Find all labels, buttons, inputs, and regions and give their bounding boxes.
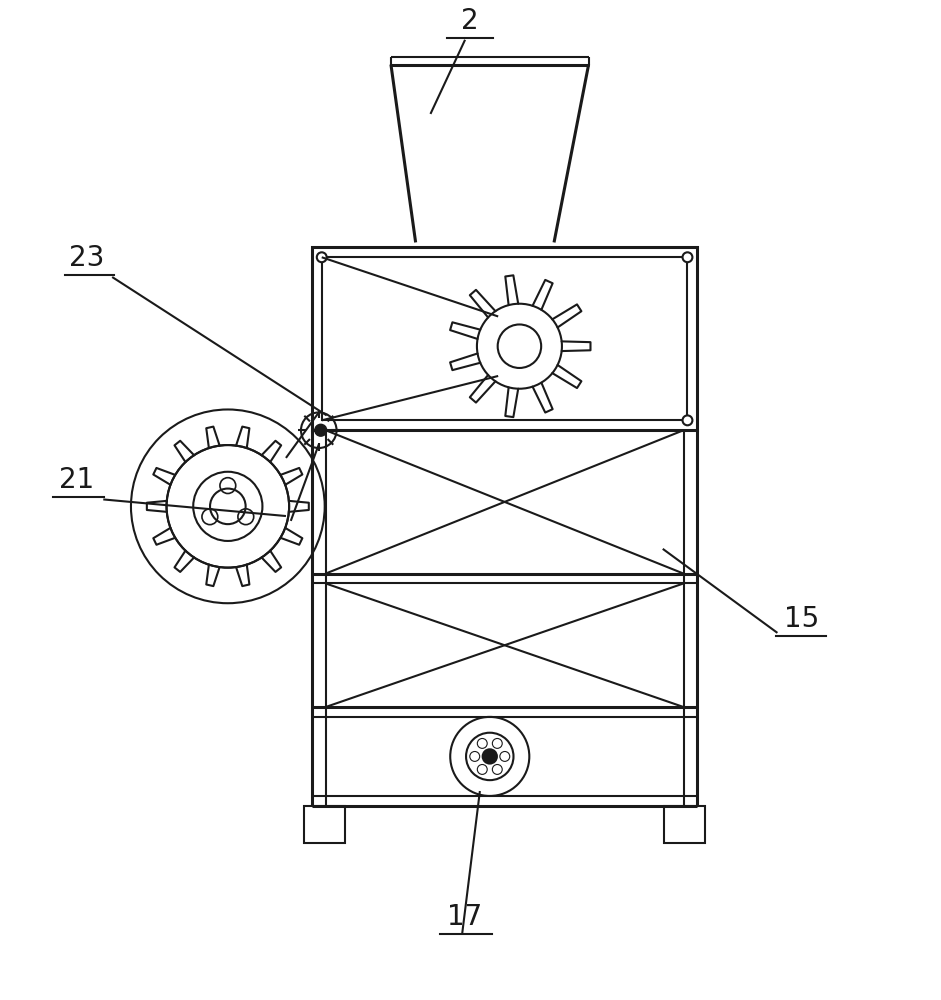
Text: 23: 23 [69, 244, 104, 272]
Text: 21: 21 [59, 466, 94, 494]
Circle shape [193, 472, 263, 541]
Circle shape [210, 489, 246, 524]
Bar [311, 247, 697, 430]
Circle shape [682, 415, 693, 425]
Bar [663, 806, 705, 843]
Text: 15: 15 [784, 605, 819, 633]
Circle shape [483, 749, 497, 764]
Text: 2: 2 [461, 7, 479, 35]
Circle shape [317, 252, 327, 262]
Bar [304, 806, 345, 843]
Circle shape [498, 324, 541, 368]
Bar [322, 257, 688, 420]
Circle shape [682, 252, 693, 262]
Circle shape [315, 424, 327, 436]
Text: 17: 17 [447, 903, 483, 931]
